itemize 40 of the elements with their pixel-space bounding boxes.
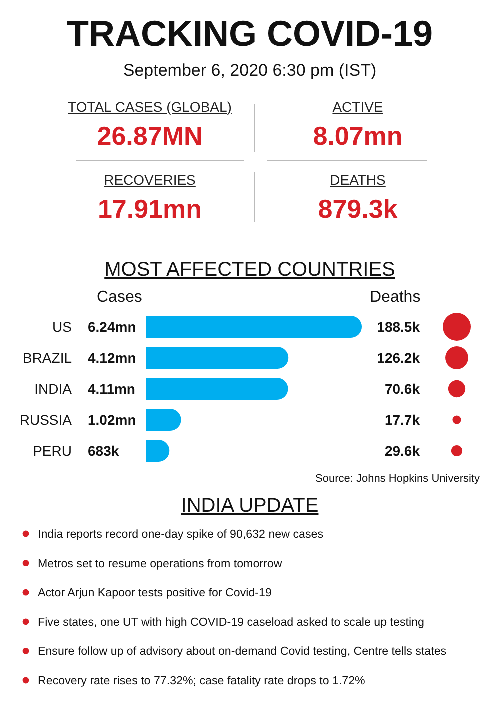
text: 879.3k xyxy=(318,194,398,224)
data-label: 70.6k xyxy=(384,381,420,397)
text: Metros set to resume operations from tomorrow xyxy=(38,557,283,570)
y-tick-label: PERU xyxy=(33,443,72,459)
text: 8.07mn xyxy=(313,121,403,151)
chart-title: MOST AFFECTED COUNTRIES xyxy=(104,259,396,281)
text: Five states, one UT with high COVID-19 caseload asked to scale up testing xyxy=(38,616,424,629)
text: India reports record one-day spike of 90,632 new cases xyxy=(38,528,324,541)
text: INDIA UPDATE xyxy=(181,495,319,517)
text: TRACKING COVID-19 xyxy=(66,13,434,54)
data-label: 683k xyxy=(88,443,120,459)
category-label: ACTIVE xyxy=(332,99,384,115)
y-tick-label: BRAZIL xyxy=(22,350,72,366)
text: September 6, 2020 6:30 pm (IST) xyxy=(123,61,377,80)
data-label: 17.7k xyxy=(384,412,420,428)
bar xyxy=(146,378,288,400)
category-label: TOTAL CASES (GLOBAL) xyxy=(68,99,232,115)
y-tick-label: US xyxy=(52,319,72,335)
y-tick-label: INDIA xyxy=(34,381,73,397)
data-label: 188.5k xyxy=(377,319,420,335)
bar xyxy=(146,347,289,369)
bar xyxy=(146,316,362,338)
category-label: DEATHS xyxy=(330,172,386,188)
bar xyxy=(146,409,182,431)
data-label: 1.02mn xyxy=(88,412,136,428)
source-note: Source: Johns Hopkins University xyxy=(316,473,480,485)
data-label: 4.12mn xyxy=(88,350,136,366)
text: 17.91mn xyxy=(98,194,202,224)
y-tick-label: RUSSIA xyxy=(20,412,73,428)
text: Deaths xyxy=(370,289,421,306)
data-label: 29.6k xyxy=(384,443,420,459)
text: 26.87MN xyxy=(97,121,203,151)
text: Actor Arjun Kapoor tests positive for Covid-19 xyxy=(38,586,272,600)
text: Recovery rate rises to 77.32%; case fatality rate drops to 1.72% xyxy=(38,674,366,688)
data-label: 4.11mn xyxy=(88,381,136,397)
x-axis-title: Cases xyxy=(97,289,142,306)
data-label: 6.24mn xyxy=(88,319,136,335)
data-label: 126.2k xyxy=(377,350,420,366)
category-label: RECOVERIES xyxy=(104,172,196,188)
text: Ensure follow up of advisory about on-demand Covid testing, Centre tells states xyxy=(38,645,447,658)
